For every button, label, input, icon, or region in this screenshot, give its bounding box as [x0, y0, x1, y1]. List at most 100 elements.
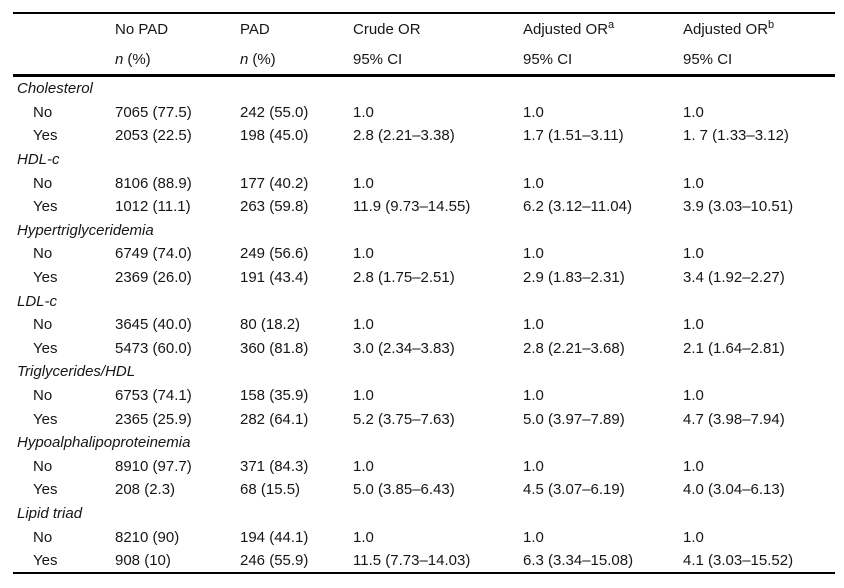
cell-pad: 191 (43.4) [240, 269, 309, 287]
n-symbol: n [115, 50, 124, 68]
section-label: HDL-c [17, 151, 60, 169]
cell-pad: 80 (18.2) [240, 316, 301, 334]
cell-adjusted-or-a: 5.0 (3.97–7.89) [523, 410, 625, 428]
header-pad-units: n (%) [240, 44, 353, 76]
section-label: Hypertriglyceridemia [17, 221, 154, 239]
cell-pad: 158 (35.9) [240, 387, 309, 405]
section-label: Triglycerides/HDL [17, 363, 136, 381]
cell-pad: 198 (45.0) [240, 127, 309, 145]
cell-no-pad: 2369 (26.0) [115, 269, 192, 287]
table-header: No PAD PAD Crude OR Adjusted ORa Adjuste… [13, 13, 835, 76]
cell-pad: 194 (44.1) [240, 528, 309, 546]
cell-crude-or: 1.0 [353, 387, 374, 405]
cell-adjusted-or-b: 1.0 [683, 387, 704, 405]
table-row: Yes 5473 (60.0) 360 (81.8) 3.0 (2.34–3.8… [13, 337, 835, 361]
table-row: No 8106 (88.9) 177 (40.2) 1.0 1.0 1.0 [13, 171, 835, 195]
cell-crude-or: 1.0 [353, 528, 374, 546]
cell-adjusted-or-a: 1.0 [523, 174, 544, 192]
cell-adjusted-or-a: 1.0 [523, 457, 544, 475]
header-adjusted-or-a-ci: 95% CI [523, 44, 683, 76]
header-adjusted-or-b-ci: 95% CI [683, 44, 835, 76]
cell-no-pad: 6749 (74.0) [115, 245, 192, 263]
cell-no-pad: 2365 (25.9) [115, 410, 192, 428]
header-crude-or: Crude OR [353, 13, 523, 44]
section-row-hypertriglyceridemia: Hypertriglyceridemia [13, 219, 835, 243]
cell-adjusted-or-b: 4.7 (3.98–7.94) [683, 410, 785, 428]
cell-adjusted-or-b: 4.0 (3.04–6.13) [683, 481, 785, 499]
section-row-hypoalphalipoproteinemia: Hypoalphalipoproteinemia [13, 431, 835, 455]
cell-adjusted-or-a: 1.0 [523, 387, 544, 405]
row-label: No [33, 528, 53, 546]
cell-adjusted-or-a: 1.0 [523, 316, 544, 334]
ci-label: 95% CI [683, 50, 733, 68]
cell-crude-or: 1.0 [353, 457, 374, 475]
header-row-2: n (%) n (%) 95% CI 95% CI 95% CI [13, 44, 835, 76]
row-label: No [33, 245, 53, 263]
row-label: No [33, 457, 53, 475]
cell-no-pad: 908 (10) [115, 552, 171, 570]
header-no-pad-units: n (%) [115, 44, 240, 76]
section-label: LDL-c [17, 292, 58, 310]
row-label: No [33, 103, 53, 121]
cell-pad: 249 (56.6) [240, 245, 309, 263]
header-row-1: No PAD PAD Crude OR Adjusted ORa Adjuste… [13, 13, 835, 44]
cell-adjusted-or-a: 1.0 [523, 103, 544, 121]
cell-adjusted-or-a: 1.0 [523, 245, 544, 263]
percent-label: (%) [252, 50, 276, 68]
table-row: No 6749 (74.0) 249 (56.6) 1.0 1.0 1.0 [13, 242, 835, 266]
cell-crude-or: 3.0 (2.34–3.83) [353, 339, 455, 357]
header-adjusted-or-a: Adjusted ORa [523, 13, 683, 44]
cell-no-pad: 8910 (97.7) [115, 457, 192, 475]
table-row: Yes 1012 (11.1) 263 (59.8) 11.9 (9.73–14… [13, 195, 835, 219]
section-row-ldl-c: LDL-c [13, 289, 835, 313]
section-row-lipid-triad: Lipid triad [13, 502, 835, 526]
table-row: No 7065 (77.5) 242 (55.0) 1.0 1.0 1.0 [13, 101, 835, 125]
cell-adjusted-or-a: 6.2 (3.12–11.04) [523, 198, 632, 216]
ci-label: 95% CI [523, 50, 573, 68]
header-empty-cell [13, 13, 115, 44]
cell-adjusted-or-a: 1.0 [523, 528, 544, 546]
section-row-hdl-c: HDL-c [13, 148, 835, 172]
cell-no-pad: 1012 (11.1) [115, 198, 191, 216]
cell-adjusted-or-a: 2.9 (1.83–2.31) [523, 269, 625, 287]
cell-no-pad: 208 (2.3) [115, 481, 176, 499]
row-label: Yes [33, 198, 58, 216]
cell-adjusted-or-a: 4.5 (3.07–6.19) [523, 481, 625, 499]
section-row-cholesterol: Cholesterol [13, 76, 835, 101]
cell-crude-or: 2.8 (1.75–2.51) [353, 269, 455, 287]
superscript-b: b [768, 18, 775, 31]
cell-crude-or: 11.5 (7.73–14.03) [353, 552, 471, 570]
cell-adjusted-or-b: 3.4 (1.92–2.27) [683, 269, 785, 287]
cell-adjusted-or-b: 3.9 (3.03–10.51) [683, 198, 794, 216]
cell-crude-or: 2.8 (2.21–3.38) [353, 127, 455, 145]
header-no-pad: No PAD [115, 13, 240, 44]
cell-pad: 177 (40.2) [240, 174, 309, 192]
cell-no-pad: 6753 (74.1) [115, 387, 192, 405]
table-row: No 8910 (97.7) 371 (84.3) 1.0 1.0 1.0 [13, 455, 835, 479]
cell-crude-or: 1.0 [353, 103, 374, 121]
cell-crude-or: 1.0 [353, 174, 374, 192]
cell-crude-or: 1.0 [353, 245, 374, 263]
row-label: Yes [33, 339, 58, 357]
section-row-triglycerides-hdl: Triglycerides/HDL [13, 360, 835, 384]
n-symbol: n [240, 50, 249, 68]
header-adjusted-or-b: Adjusted ORb [683, 13, 835, 44]
cell-pad: 242 (55.0) [240, 103, 309, 121]
section-label: Lipid triad [17, 504, 83, 522]
cell-adjusted-or-b: 1.0 [683, 103, 704, 121]
cell-crude-or: 1.0 [353, 316, 374, 334]
section-label: Hypoalphalipoproteinemia [17, 434, 191, 452]
cell-adjusted-or-b: 1.0 [683, 457, 704, 475]
cell-adjusted-or-b: 1. 7 (1.33–3.12) [683, 127, 789, 145]
cell-pad: 263 (59.8) [240, 198, 309, 216]
cell-no-pad: 3645 (40.0) [115, 316, 192, 334]
table-body: Cholesterol No 7065 (77.5) 242 (55.0) 1.… [13, 76, 835, 574]
odds-ratio-table: No PAD PAD Crude OR Adjusted ORa Adjuste… [13, 12, 835, 575]
table-row: Yes 2053 (22.5) 198 (45.0) 2.8 (2.21–3.3… [13, 124, 835, 148]
table-row: Yes 2365 (25.9) 282 (64.1) 5.2 (3.75–7.6… [13, 407, 835, 431]
header-no-pad-label: No PAD [115, 20, 169, 38]
superscript-a: a [608, 18, 615, 31]
cell-no-pad: 7065 (77.5) [115, 103, 192, 121]
cell-adjusted-or-b: 2.1 (1.64–2.81) [683, 339, 785, 357]
cell-crude-or: 5.0 (3.85–6.43) [353, 481, 455, 499]
